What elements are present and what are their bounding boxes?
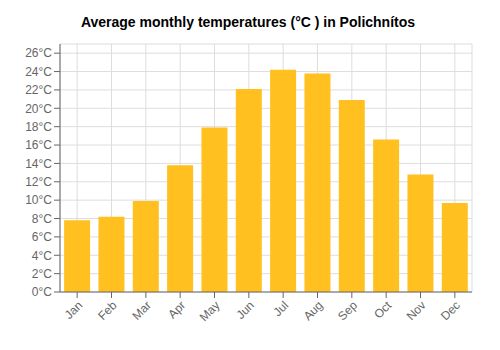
svg-text:2°C: 2°C xyxy=(32,267,52,281)
svg-text:4°C: 4°C xyxy=(32,249,52,263)
svg-text:6°C: 6°C xyxy=(32,230,52,244)
html-text:Average monthly temperatures (: Average monthly temperatures (°C ) in Po… xyxy=(80,14,416,30)
svg-text:18°C: 18°C xyxy=(25,120,52,134)
svg-text:Dec: Dec xyxy=(438,298,463,323)
svg-text:Aug: Aug xyxy=(301,298,326,323)
svg-text:Apr: Apr xyxy=(165,298,188,321)
svg-text:Jul: Jul xyxy=(271,298,292,319)
svg-text:22°C: 22°C xyxy=(25,83,52,97)
svg-text:16°C: 16°C xyxy=(25,138,52,152)
svg-text:Jun: Jun xyxy=(233,298,257,322)
svg-text:Oct: Oct xyxy=(371,298,395,322)
svg-text:Sep: Sep xyxy=(335,298,360,323)
svg-text:20°C: 20°C xyxy=(25,102,52,116)
svg-text:Mar: Mar xyxy=(129,298,154,323)
svg-text:Feb: Feb xyxy=(95,298,120,323)
svg-text:May: May xyxy=(197,298,223,324)
svg-text:26°C: 26°C xyxy=(25,46,52,60)
svg-text:0°C: 0°C xyxy=(32,285,52,299)
svg-text:24°C: 24°C xyxy=(25,65,52,79)
svg-text:Jan: Jan xyxy=(62,298,86,322)
svg-text:12°C: 12°C xyxy=(25,175,52,189)
svg-text:10°C: 10°C xyxy=(25,193,52,207)
svg-text:14°C: 14°C xyxy=(25,157,52,171)
svg-text:Nov: Nov xyxy=(404,298,429,323)
svg-text:8°C: 8°C xyxy=(32,212,52,226)
